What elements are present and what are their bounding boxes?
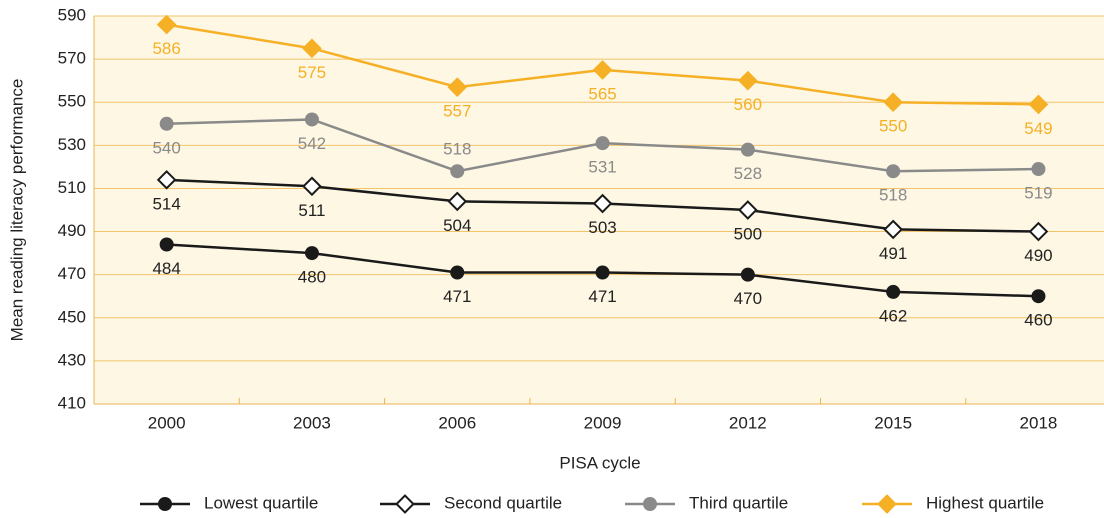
point: [886, 164, 901, 179]
y-tick-label: 550: [58, 92, 86, 111]
point: [643, 497, 657, 511]
point: [447, 77, 468, 97]
point: [158, 497, 172, 511]
y-tick-label: 570: [58, 49, 86, 68]
point: [738, 200, 758, 220]
data-label: 565: [588, 84, 616, 103]
point: [447, 191, 468, 212]
point: [1031, 162, 1046, 177]
data-label: 503: [588, 218, 616, 237]
point: [592, 60, 613, 80]
point: [159, 237, 174, 252]
y-tick-label: 530: [58, 135, 86, 154]
point: [304, 112, 319, 127]
point: [302, 176, 322, 197]
data-label: 518: [443, 140, 471, 159]
legend-label: Third quartile: [689, 493, 788, 512]
data-label: 514: [152, 194, 180, 213]
point: [595, 136, 610, 151]
plot-background: [94, 16, 1104, 404]
legend-label: Highest quartile: [926, 493, 1044, 512]
y-axis-title: Mean reading literacy performance: [7, 79, 26, 342]
data-label: 470: [734, 289, 762, 308]
x-tick-label: 2006: [438, 413, 476, 432]
point: [740, 267, 755, 282]
data-label: 518: [879, 186, 907, 205]
x-tick-label: 2018: [1020, 413, 1058, 432]
point: [883, 219, 903, 240]
data-label: 504: [443, 216, 471, 235]
data-label: 531: [588, 158, 616, 177]
data-label: 560: [734, 95, 762, 114]
point: [1031, 289, 1046, 304]
data-label: 550: [879, 117, 907, 136]
x-tick-label: 2003: [293, 413, 331, 432]
x-tick-label: 2015: [874, 413, 912, 432]
data-label: 484: [152, 259, 180, 278]
y-tick-label: 510: [58, 178, 86, 197]
data-label: 471: [588, 287, 616, 306]
point: [450, 265, 465, 280]
point: [883, 92, 903, 113]
data-label: 480: [298, 268, 326, 287]
point: [395, 494, 415, 514]
point: [886, 284, 901, 299]
x-tick-label: 2012: [729, 413, 767, 432]
point: [450, 164, 465, 179]
point: [1028, 94, 1049, 115]
y-tick-label: 470: [58, 264, 86, 283]
data-label: 462: [879, 306, 907, 325]
point: [877, 494, 897, 514]
point: [1028, 221, 1049, 242]
data-label: 540: [152, 138, 180, 157]
data-label: 500: [734, 224, 762, 243]
data-label: 491: [879, 244, 907, 263]
y-tick-label: 430: [58, 350, 86, 369]
point: [156, 14, 177, 35]
point: [159, 116, 174, 131]
point: [156, 170, 177, 190]
data-label: 557: [443, 102, 471, 121]
point: [302, 38, 322, 59]
data-label: 575: [298, 63, 326, 82]
y-tick-label: 450: [58, 307, 86, 326]
data-label: 511: [298, 201, 325, 220]
y-tick-label: 590: [58, 5, 86, 24]
x-tick-label: 2009: [584, 413, 622, 432]
point: [740, 142, 755, 157]
point: [304, 246, 319, 261]
data-label: 542: [298, 134, 326, 153]
data-label: 519: [1024, 184, 1052, 203]
legend-label: Second quartile: [444, 493, 562, 512]
data-label: 460: [1024, 311, 1052, 330]
x-axis-title: PISA cycle: [559, 453, 640, 472]
y-tick-label: 410: [58, 393, 86, 412]
data-label: 528: [734, 164, 762, 183]
x-tick-label: 2000: [148, 413, 186, 432]
point: [738, 70, 758, 91]
data-label: 586: [152, 39, 180, 58]
legend-label: Lowest quartile: [204, 493, 318, 512]
data-label: 471: [443, 287, 471, 306]
data-label: 549: [1024, 119, 1052, 138]
y-tick-label: 490: [58, 221, 86, 240]
point: [595, 265, 610, 280]
data-label: 490: [1024, 246, 1052, 265]
point: [592, 193, 613, 214]
